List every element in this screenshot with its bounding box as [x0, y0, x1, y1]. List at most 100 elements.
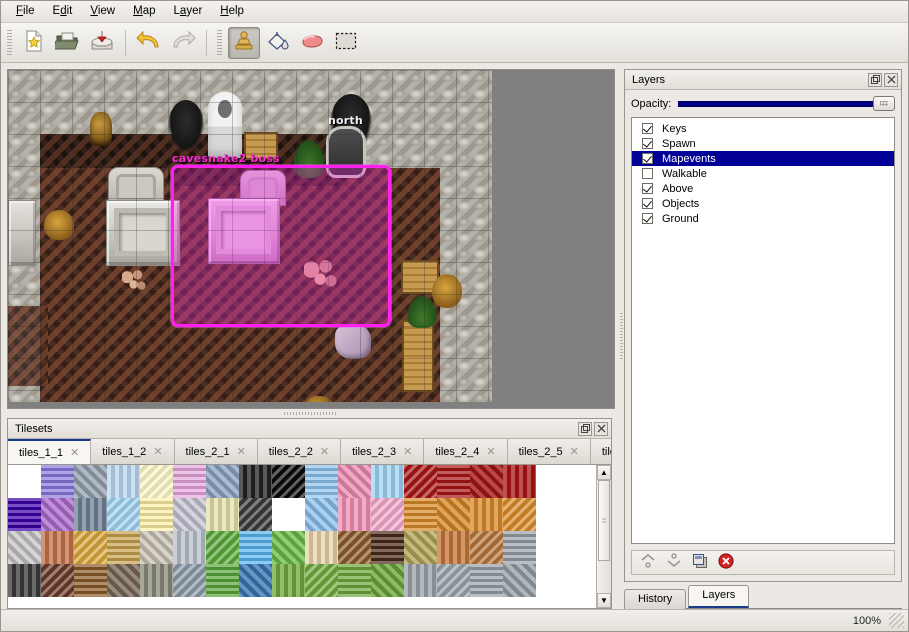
tileset-tile[interactable] [8, 465, 41, 498]
tileset-tile[interactable] [305, 465, 338, 498]
tileset-tile[interactable] [140, 531, 173, 564]
tileset-tile[interactable] [41, 564, 74, 597]
tileset-tile[interactable] [173, 498, 206, 531]
tileset-tile[interactable] [107, 465, 140, 498]
tileset-tab-1[interactable]: tiles_1_2 ✕ [91, 439, 175, 464]
tileset-tile[interactable] [74, 465, 107, 498]
tab-close-icon[interactable]: ✕ [403, 446, 413, 458]
tileset-tab-7[interactable]: tiles_1_3 ✕ [590, 439, 611, 464]
layer-row[interactable]: Objects [632, 196, 894, 211]
tileset-tile[interactable] [41, 465, 74, 498]
tileset-tile[interactable] [470, 564, 503, 597]
tileset-tab-2[interactable]: tiles_2_1 ✕ [174, 439, 258, 464]
scroll-thumb[interactable] [598, 480, 610, 562]
tab-close-icon[interactable]: ✕ [486, 446, 496, 458]
tileset-tile[interactable] [371, 531, 404, 564]
tab-history[interactable]: History [624, 589, 687, 609]
select-tool-button[interactable] [330, 27, 362, 59]
scroll-down-icon[interactable]: ▼ [597, 593, 611, 608]
tileset-tile[interactable] [74, 498, 107, 531]
menu-view[interactable]: View [90, 5, 116, 17]
tileset-tile[interactable] [173, 465, 206, 498]
tab-close-icon[interactable]: ✕ [569, 446, 579, 458]
tab-close-icon[interactable]: ✕ [319, 446, 330, 458]
tab-close-icon[interactable]: ✕ [153, 446, 163, 458]
tileset-tile[interactable] [8, 564, 41, 597]
layer-row[interactable]: Mapevents [632, 151, 894, 166]
tileset-tile[interactable] [107, 531, 140, 564]
tileset-tile[interactable] [206, 531, 239, 564]
layer-row[interactable]: Spawn [632, 136, 894, 151]
tab-layers[interactable]: Layers [688, 585, 750, 608]
tileset-tab-3[interactable]: tiles_2_2 ✕ [257, 439, 342, 464]
tileset-vertical-scrollbar[interactable]: ▲ ▼ [596, 465, 611, 608]
map-canvas[interactable]: cavesnake2 boss north [8, 70, 492, 402]
delete-layer-button[interactable] [716, 553, 736, 573]
tileset-tile[interactable] [338, 564, 371, 597]
tileset-tile[interactable] [338, 465, 371, 498]
layer-visibility-checkbox[interactable] [642, 213, 653, 224]
lower-layer-button[interactable] [664, 553, 684, 573]
menu-map[interactable]: Map [133, 5, 156, 17]
tileset-tile[interactable] [470, 465, 503, 498]
new-map-button[interactable] [18, 27, 50, 59]
tileset-tile[interactable] [503, 498, 536, 531]
tileset-tile[interactable] [272, 498, 305, 531]
tileset-tile[interactable] [206, 564, 239, 597]
tileset-tile[interactable] [140, 564, 173, 597]
layer-row[interactable]: Ground [632, 211, 894, 226]
opacity-slider[interactable] [678, 96, 895, 111]
stamp-tool-button[interactable] [228, 26, 260, 59]
tileset-tile[interactable] [437, 498, 470, 531]
redo-button[interactable] [167, 27, 199, 59]
tileset-tile[interactable] [8, 531, 41, 564]
tileset-tile[interactable] [41, 531, 74, 564]
close-icon[interactable] [594, 421, 608, 436]
tileset-tile[interactable] [371, 465, 404, 498]
tileset-tile[interactable] [503, 465, 536, 498]
map-viewport[interactable]: cavesnake2 boss north [7, 69, 615, 409]
layer-visibility-checkbox[interactable] [642, 138, 653, 149]
tileset-tile[interactable] [206, 465, 239, 498]
layer-row[interactable]: Walkable [632, 166, 894, 181]
toolbar-drag-handle[interactable] [5, 29, 14, 56]
layer-visibility-checkbox[interactable] [642, 198, 653, 209]
menu-edit[interactable]: Edit [52, 5, 73, 17]
tileset-tab-5[interactable]: tiles_2_4 ✕ [424, 439, 508, 464]
tileset-tile[interactable] [404, 564, 437, 597]
eraser-tool-button[interactable] [296, 27, 328, 59]
layer-visibility-checkbox[interactable] [642, 123, 653, 134]
layer-visibility-checkbox[interactable] [642, 168, 653, 179]
tileset-tile[interactable] [239, 564, 272, 597]
menu-file[interactable]: File [16, 5, 35, 17]
tileset-tile[interactable] [437, 531, 470, 564]
tileset-tile[interactable] [404, 531, 437, 564]
tileset-tile[interactable] [404, 465, 437, 498]
layer-visibility-checkbox[interactable] [642, 153, 653, 164]
tileset-tile[interactable] [305, 531, 338, 564]
tileset-tile[interactable] [503, 531, 536, 564]
raise-layer-button[interactable] [638, 553, 658, 573]
tools-drag-handle[interactable] [215, 29, 224, 56]
tileset-tile[interactable] [470, 498, 503, 531]
tileset-tile[interactable] [437, 465, 470, 498]
tileset-tile[interactable] [437, 564, 470, 597]
undo-button[interactable] [133, 27, 165, 59]
open-map-button[interactable] [52, 27, 84, 59]
tileset-tab-4[interactable]: tiles_2_3 ✕ [341, 439, 425, 464]
tileset-tile[interactable] [206, 498, 239, 531]
tab-close-icon[interactable]: ✕ [236, 446, 246, 458]
close-icon[interactable] [884, 72, 898, 87]
tileset-tile[interactable] [272, 531, 305, 564]
layer-row[interactable]: Above [632, 181, 894, 196]
tileset-tile[interactable] [41, 498, 74, 531]
resize-grip[interactable] [889, 613, 904, 628]
tileset-tile[interactable] [74, 564, 107, 597]
tileset-tile[interactable] [503, 564, 536, 597]
tileset-tile[interactable] [305, 498, 338, 531]
tileset-tile[interactable] [404, 498, 437, 531]
tileset-tab-0[interactable]: tiles_1_1 ✕ [8, 439, 92, 464]
tileset-grid[interactable] [8, 465, 536, 608]
tileset-tile[interactable] [338, 531, 371, 564]
tileset-tile[interactable] [239, 465, 272, 498]
